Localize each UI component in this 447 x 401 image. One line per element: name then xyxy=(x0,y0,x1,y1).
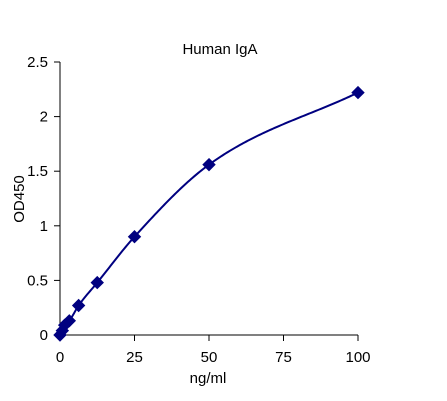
x-tick-label: 50 xyxy=(201,349,218,366)
x-tick-label: 75 xyxy=(275,349,292,366)
x-tick-label: 0 xyxy=(56,349,64,366)
data-point-diamond xyxy=(351,85,365,100)
data-point-diamond xyxy=(90,275,104,290)
y-tick-label: 1.5 xyxy=(27,163,48,180)
y-tick-label: 2 xyxy=(40,109,48,126)
data-point-diamond xyxy=(127,230,142,244)
data-point-diamond xyxy=(202,157,216,172)
axes xyxy=(54,61,359,341)
chart-title: Human IgA xyxy=(182,41,257,58)
y-tick-label: 0.5 xyxy=(27,272,48,289)
x-axis-title: ng/ml xyxy=(190,370,227,387)
tick-labels: 0 0.5 1 1.5 2 2.5 0 25 50 75 100 xyxy=(27,54,370,366)
y-tick-label: 2.5 xyxy=(27,54,48,71)
fit-curve xyxy=(59,91,359,336)
x-tick-label: 25 xyxy=(126,349,143,366)
x-tick-label: 100 xyxy=(345,349,370,366)
y-tick-label: 0 xyxy=(40,327,48,344)
data-point-diamond xyxy=(71,298,86,313)
data-point-diamond xyxy=(62,314,77,328)
y-axis-title: OD450 xyxy=(11,175,28,223)
y-tick-label: 1 xyxy=(40,218,48,235)
data-points xyxy=(53,85,365,342)
